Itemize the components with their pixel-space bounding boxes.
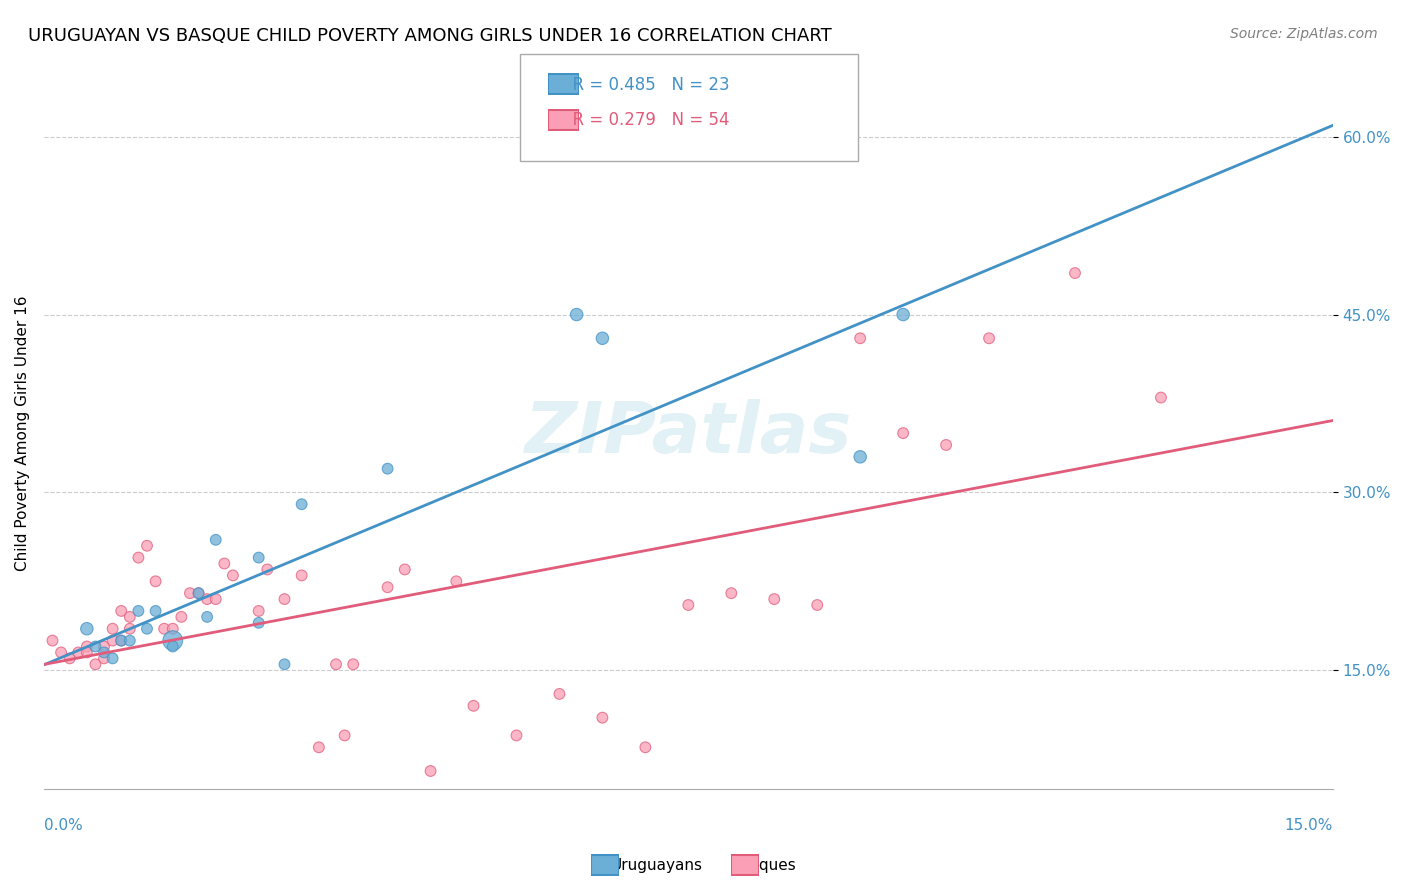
Text: R = 0.279   N = 54: R = 0.279 N = 54 — [562, 112, 730, 129]
Point — [49, 645, 72, 659]
Text: 15.0%: 15.0% — [1285, 819, 1333, 833]
Point — [101, 633, 124, 648]
Point — [84, 657, 107, 672]
Point — [247, 604, 270, 618]
Point — [162, 633, 184, 648]
Text: ZIPatlas: ZIPatlas — [524, 399, 852, 467]
Point — [463, 698, 485, 713]
Point — [195, 592, 218, 607]
FancyBboxPatch shape — [548, 74, 579, 95]
Point — [118, 610, 141, 624]
Point — [565, 308, 588, 322]
Point — [84, 640, 107, 654]
Point — [204, 592, 226, 607]
Text: Uruguayans: Uruguayans — [612, 858, 703, 872]
Y-axis label: Child Poverty Among Girls Under 16: Child Poverty Among Girls Under 16 — [15, 295, 30, 571]
Point — [247, 615, 270, 630]
Point — [127, 550, 149, 565]
Point — [222, 568, 245, 582]
Point — [256, 562, 278, 576]
Point — [110, 633, 132, 648]
Text: Basques: Basques — [731, 858, 796, 872]
Point — [891, 308, 914, 322]
Point — [59, 651, 82, 665]
Point — [1150, 391, 1173, 405]
Point — [170, 610, 193, 624]
Point — [394, 562, 416, 576]
Point — [187, 586, 209, 600]
Point — [214, 557, 236, 571]
Point — [76, 645, 98, 659]
Point — [145, 604, 167, 618]
Point — [548, 687, 571, 701]
Point — [935, 438, 957, 452]
Point — [136, 539, 159, 553]
Point — [93, 640, 115, 654]
FancyBboxPatch shape — [731, 855, 759, 875]
Point — [204, 533, 226, 547]
Point — [505, 728, 527, 742]
Point — [308, 740, 330, 755]
Point — [67, 645, 90, 659]
Point — [93, 645, 115, 659]
Point — [93, 651, 115, 665]
Point — [849, 450, 872, 464]
Point — [377, 461, 399, 475]
Point — [145, 574, 167, 589]
Point — [419, 764, 441, 778]
Point — [977, 331, 1000, 345]
Point — [247, 550, 270, 565]
Point — [291, 568, 314, 582]
Point — [76, 640, 98, 654]
FancyBboxPatch shape — [591, 855, 619, 875]
Point — [273, 592, 295, 607]
Point — [153, 622, 176, 636]
Point — [1064, 266, 1087, 280]
Point — [891, 426, 914, 441]
Point — [110, 633, 132, 648]
Point — [127, 604, 149, 618]
Point — [162, 640, 184, 654]
Text: Source: ZipAtlas.com: Source: ZipAtlas.com — [1230, 27, 1378, 41]
FancyBboxPatch shape — [548, 110, 579, 130]
Point — [118, 622, 141, 636]
Text: R = 0.485   N = 23: R = 0.485 N = 23 — [562, 76, 730, 94]
Point — [806, 598, 828, 612]
Point — [101, 651, 124, 665]
Point — [446, 574, 468, 589]
Point — [76, 622, 98, 636]
Point — [195, 610, 218, 624]
Point — [136, 622, 159, 636]
Point — [41, 633, 63, 648]
Point — [634, 740, 657, 755]
Point — [720, 586, 742, 600]
Point — [273, 657, 295, 672]
Point — [179, 586, 201, 600]
Point — [187, 586, 209, 600]
Text: 0.0%: 0.0% — [44, 819, 83, 833]
Point — [377, 580, 399, 594]
Point — [118, 633, 141, 648]
Point — [101, 622, 124, 636]
Point — [110, 604, 132, 618]
Point — [333, 728, 356, 742]
Text: URUGUAYAN VS BASQUE CHILD POVERTY AMONG GIRLS UNDER 16 CORRELATION CHART: URUGUAYAN VS BASQUE CHILD POVERTY AMONG … — [28, 27, 832, 45]
Point — [591, 711, 613, 725]
Point — [678, 598, 700, 612]
Point — [162, 622, 184, 636]
Point — [291, 497, 314, 511]
Point — [849, 331, 872, 345]
Point — [591, 331, 613, 345]
Point — [325, 657, 347, 672]
Point — [342, 657, 364, 672]
Point — [763, 592, 786, 607]
